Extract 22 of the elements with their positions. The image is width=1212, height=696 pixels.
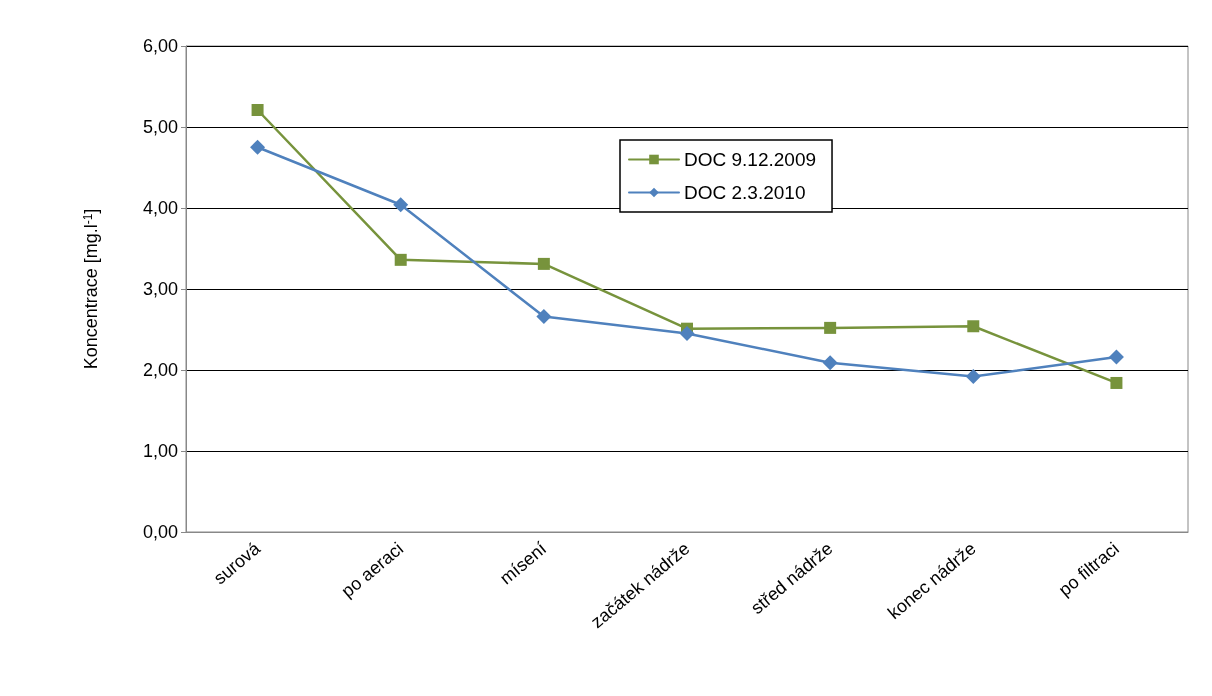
legend-label: DOC 9.12.2009	[684, 149, 817, 170]
y-tick-label: 2,00	[142, 360, 178, 380]
point	[965, 368, 981, 384]
y-tick-label: 0,00	[142, 522, 178, 542]
point	[536, 309, 552, 325]
point	[537, 257, 550, 270]
point	[251, 103, 264, 116]
point	[1108, 349, 1124, 365]
point	[967, 320, 980, 333]
point	[394, 253, 407, 266]
y-tick-label: 4,00	[142, 198, 178, 218]
legend-label: DOC 2.3.2010	[684, 182, 806, 203]
point	[250, 139, 266, 155]
y-tick-label: 3,00	[142, 279, 178, 299]
point	[679, 326, 695, 342]
y-tick-label: 5,00	[142, 117, 178, 137]
point	[393, 197, 409, 213]
point	[1110, 376, 1123, 389]
point	[824, 321, 837, 334]
y-tick-label: 6,00	[142, 36, 178, 56]
y-tick-label: 1,00	[142, 441, 178, 461]
point	[822, 355, 838, 371]
